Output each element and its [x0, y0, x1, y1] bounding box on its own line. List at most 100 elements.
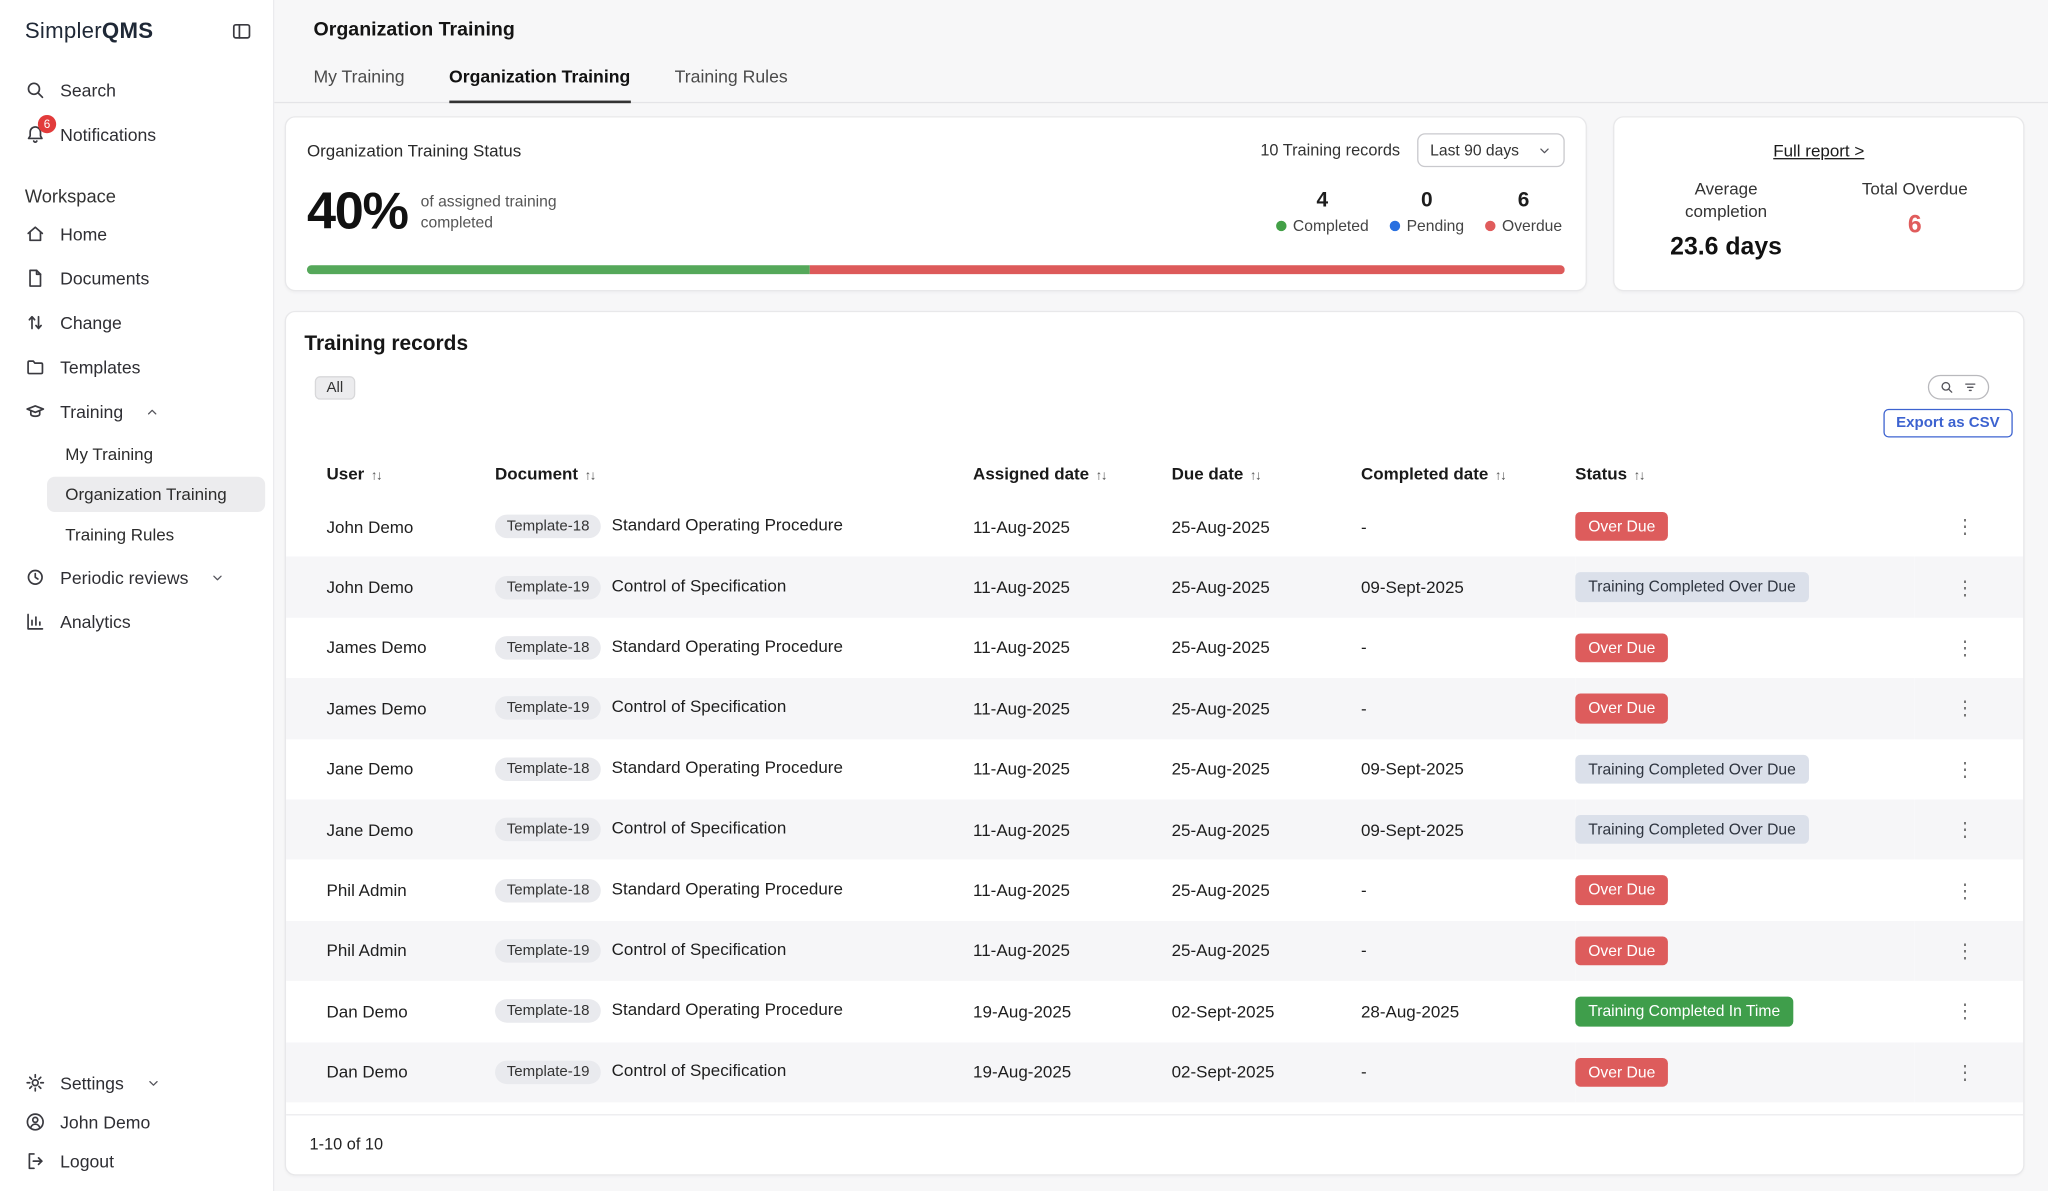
total-overdue-value: 6 [1907, 211, 1922, 239]
cell-document: Template-18 Standard Operating Procedure [495, 496, 973, 557]
row-actions-kebab[interactable]: ⋮ [1955, 1000, 1975, 1024]
row-actions-kebab[interactable]: ⋮ [1955, 516, 1975, 539]
cell-due-date: 25-Aug-2025 [1171, 759, 1270, 779]
row-actions-kebab[interactable]: ⋮ [1955, 819, 1975, 842]
tab-organization-training[interactable]: Organization Training [449, 67, 631, 104]
cell-user: Jane Demo [326, 759, 414, 779]
export-csv-button[interactable]: Export as CSV [1883, 408, 2013, 438]
logo-text-regular: Simpler [24, 18, 102, 44]
cell-document: Template-19 Control of Specification [495, 557, 973, 618]
row-actions-kebab[interactable]: ⋮ [1955, 697, 1975, 721]
filter-all-chip[interactable]: All [314, 375, 355, 400]
search-icon [27, 82, 44, 99]
document-icon [29, 269, 42, 287]
document-name: Standard Operating Procedure [611, 757, 843, 777]
training-records-card: Training records All Export as CSV [284, 310, 2025, 1176]
user-avatar-icon [26, 1113, 44, 1131]
row-actions-kebab[interactable]: ⋮ [1955, 940, 1975, 963]
status-card-title: Organization Training Status [306, 140, 522, 160]
training-table-body: John Demo Template-18 Standard Operating P… [286, 496, 2024, 1103]
status-badge: Training Completed Over Due [1575, 814, 1809, 845]
sidebar-subitem-organization-training[interactable]: Organization Training [47, 476, 266, 512]
sidebar-subitem-training-rules[interactable]: Training Rules [65, 525, 175, 545]
sidebar-item-label: Settings [60, 1072, 124, 1093]
full-report-link[interactable]: Full report > [1773, 141, 1865, 161]
row-actions-kebab[interactable]: ⋮ [1955, 576, 1975, 599]
sidebar-item-templates[interactable]: Templates [0, 345, 273, 389]
sidebar-subitem-my-training[interactable]: My Training [65, 444, 154, 464]
metric-total-overdue: Total Overdue 6 [1862, 179, 1968, 262]
row-actions-kebab[interactable]: ⋮ [1955, 879, 1975, 902]
sidebar-item-search[interactable]: Search [0, 68, 273, 112]
tab-my-training[interactable]: My Training [313, 66, 405, 87]
sort-icon[interactable]: ↑↓ [1249, 468, 1262, 484]
row-actions-kebab[interactable]: ⋮ [1955, 637, 1975, 660]
date-range-select[interactable]: Last 90 days [1417, 133, 1565, 168]
template-chip: Template-18 [495, 636, 602, 660]
sidebar-item-home[interactable]: Home [0, 212, 273, 256]
bar-chart-icon [27, 613, 44, 630]
status-badge: Over Due [1575, 1057, 1669, 1087]
tab-training-rules[interactable]: Training Rules [674, 66, 788, 87]
cell-completed-date: - [1360, 516, 1367, 537]
document-name: Control of Specification [611, 938, 787, 959]
cell-assigned-date: 11-Aug-2025 [973, 940, 1070, 961]
legend-dot [1389, 220, 1401, 232]
pagination-label: 1-10 of 10 [309, 1135, 384, 1154]
document-name: Control of Specification [611, 817, 787, 838]
sidebar-item-logout[interactable]: Logout [0, 1142, 273, 1181]
sidebar-collapse-icon[interactable] [231, 21, 252, 42]
sidebar-item-notifications[interactable]: 6 Notifications [0, 112, 273, 156]
app-logo: SimplerQMS [25, 18, 153, 44]
document-name: Standard Operating Procedure [611, 999, 843, 1020]
status-badge: Training Completed Over Due [1575, 754, 1809, 784]
row-actions-kebab[interactable]: ⋮ [1955, 758, 1975, 781]
table-header-row: User ↑↓ Document ↑↓ Assigned date ↑↓ Due da… [286, 451, 2023, 497]
search-filter-box[interactable] [1927, 374, 1990, 400]
search-icon[interactable] [1940, 380, 1954, 394]
sort-icon[interactable]: ↑↓ [370, 468, 383, 484]
table-row: Dan Demo Template-18 Standard Operating Pr… [286, 981, 2023, 1042]
sidebar-item-periodic-reviews[interactable]: Periodic reviews [0, 555, 273, 599]
content-area: Organization Training Status 10 Training… [274, 103, 2048, 1176]
sidebar-item-settings[interactable]: Settings [0, 1063, 273, 1102]
cell-completed-date: 09-Sept-2025 [1360, 759, 1464, 779]
template-chip: Template-19 [495, 1060, 602, 1084]
cell-user: Phil Admin [326, 940, 407, 961]
cell-status: Over Due [1575, 920, 1915, 981]
gear-icon [26, 1073, 45, 1092]
cell-due-date: 25-Aug-2025 [1171, 940, 1270, 961]
sidebar-item-label: Notifications [60, 124, 157, 145]
sidebar-item-documents[interactable]: Documents [0, 256, 273, 300]
template-chip: Template-19 [495, 938, 602, 963]
cell-assigned-date: 11-Aug-2025 [973, 819, 1070, 840]
sort-icon[interactable]: ↑↓ [584, 468, 597, 484]
legend-label: Pending [1406, 216, 1465, 236]
status-badge: Training Completed In Time [1575, 996, 1794, 1026]
sidebar-item-label: Documents [60, 268, 150, 288]
metric-label: Total Overdue [1861, 178, 1968, 199]
sidebar-item-label: Analytics [60, 611, 131, 632]
sidebar-item-analytics[interactable]: Analytics [0, 600, 273, 644]
sort-icon[interactable]: ↑↓ [1494, 468, 1507, 484]
sort-icon[interactable]: ↑↓ [1633, 468, 1646, 484]
cell-assigned-date: 19-Aug-2025 [973, 1001, 1072, 1022]
sidebar-item-change[interactable]: Change [0, 300, 273, 344]
sidebar-item-label: Logout [60, 1151, 115, 1171]
template-chip: Template-18 [495, 757, 602, 781]
status-badge: Over Due [1575, 936, 1669, 966]
table-row: Phil Admin Template-19 Control of Specific… [286, 920, 2024, 982]
sidebar-item-training[interactable]: Training [0, 389, 273, 433]
filter-icon[interactable] [1963, 380, 1977, 394]
training-records-table: User ↑↓ Document ↑↓ Assigned date ↑↓ Due da… [286, 451, 2024, 1103]
training-progress-bar [306, 265, 1565, 275]
cell-due-date: 25-Aug-2025 [1171, 880, 1270, 900]
legend-item-completed: 4 Completed [1275, 189, 1369, 235]
legend-dot [1275, 220, 1287, 232]
sort-icon[interactable]: ↑↓ [1095, 468, 1108, 484]
document-name: Standard Operating Procedure [611, 878, 843, 898]
sidebar-item-user[interactable]: John Demo [0, 1102, 273, 1141]
workspace-section-label: Workspace [24, 185, 116, 207]
cell-completed-date: - [1360, 880, 1367, 900]
row-actions-kebab[interactable]: ⋮ [1955, 1061, 1975, 1084]
